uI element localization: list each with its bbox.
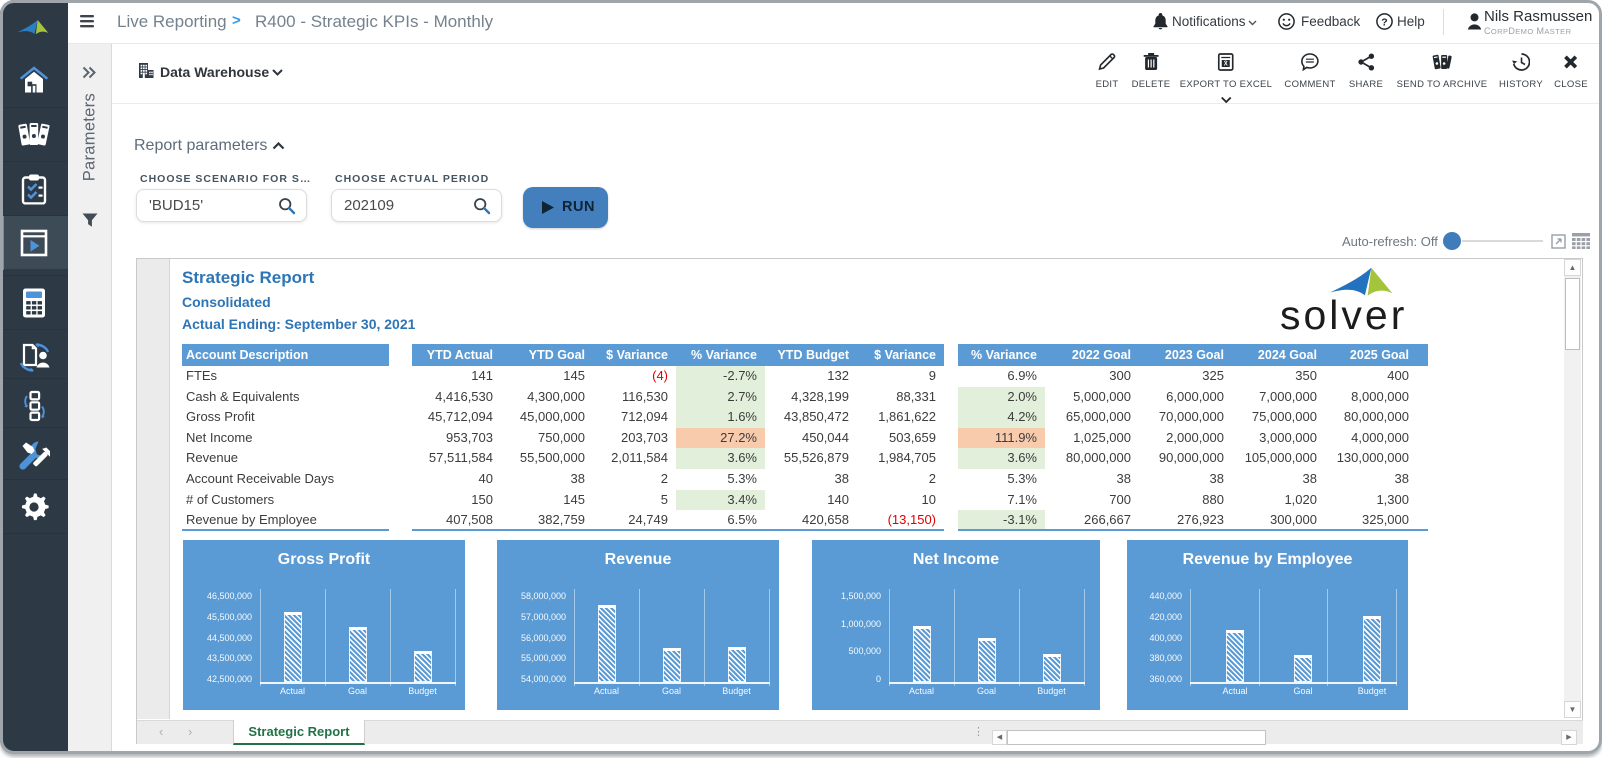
svg-text:X̄: X̄ xyxy=(1224,61,1228,68)
svg-text:?: ? xyxy=(1381,16,1387,28)
